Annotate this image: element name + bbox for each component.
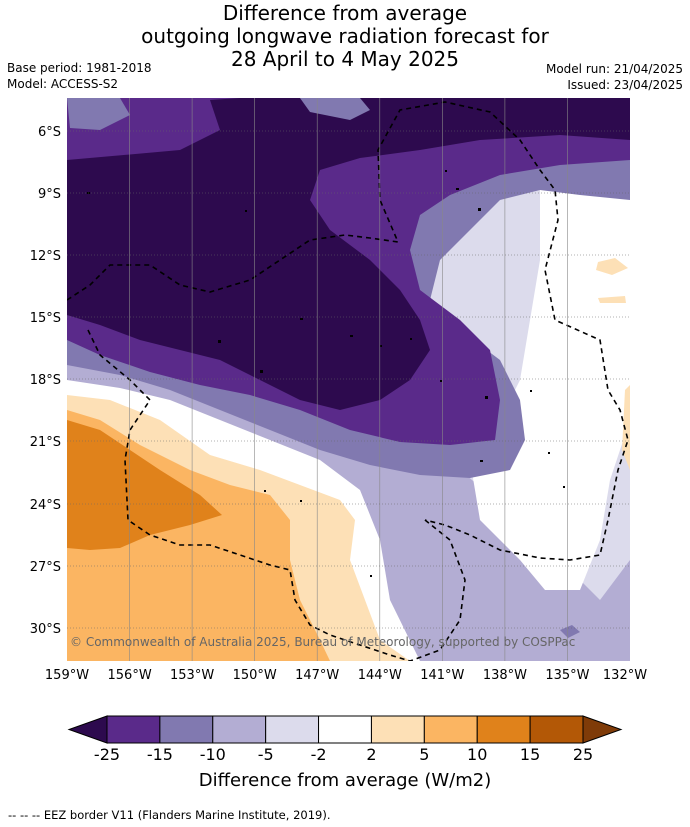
meta-left: Base period: 1981-2018 Model: ACCESS-S2 [7, 60, 152, 92]
lat-label: 30°S [30, 622, 61, 637]
colorbar-segment [423, 715, 478, 744]
colorbar-extend-low [67, 715, 108, 744]
lon-label: 150°W [233, 668, 277, 683]
lon-label: 153°W [170, 668, 214, 683]
patch-warm-2 [598, 296, 626, 303]
colorbar-segment [476, 715, 531, 744]
model-run: Model run: 21/04/2025 [545, 62, 683, 76]
gridlines [129, 98, 568, 661]
lat-gridlines [67, 130, 630, 629]
anomaly-field [67, 98, 630, 661]
colorbar-tick-label: 15 [520, 745, 540, 764]
lat-label: 6°S [38, 125, 61, 140]
title-line-2: outgoing longwave radiation forecast for [141, 24, 549, 48]
issued-date: Issued: 23/04/2025 [567, 78, 683, 92]
eez-footnote: -- -- -- EEZ border V11 (Flanders Marine… [8, 808, 331, 822]
lat-label: 24°S [30, 498, 61, 513]
patch-warm-1 [596, 258, 628, 275]
colorbar-ticks: -25 -15 -10 -5 -2 2 5 10 15 25 [94, 745, 593, 764]
lat-label: 9°S [38, 187, 61, 202]
band-neg25 [67, 98, 630, 410]
colorbar-tick-label: -2 [311, 745, 327, 764]
colorbar-label: Difference from average (W/m2) [198, 770, 492, 791]
lon-label: 156°W [108, 668, 152, 683]
lat-label: 18°S [30, 373, 61, 388]
meta-right: Model run: 21/04/2025 Issued: 23/04/2025 [546, 61, 683, 93]
colorbar-tick-label: 10 [467, 745, 487, 764]
colorbar-segment [318, 715, 372, 744]
base-period: Base period: 1981-2018 [7, 61, 152, 75]
patch-top-2 [67, 98, 130, 130]
eez-borders [67, 101, 629, 661]
colorbar-segment [370, 715, 425, 744]
lon-label: 141°W [420, 668, 464, 683]
patch-warm-3 [622, 385, 630, 470]
lon-labels: 159°W 156°W 153°W 150°W 147°W 144°W 141°… [45, 668, 647, 683]
lat-label: 21°S [30, 435, 61, 450]
lon-label: 135°W [545, 668, 589, 683]
colorbar-extend-high [582, 715, 623, 744]
lon-label: 138°W [483, 668, 527, 683]
map-title: Difference from average outgoing longwav… [0, 2, 690, 71]
model-name: Model: ACCESS-S2 [7, 77, 119, 91]
lat-label: 15°S [30, 311, 61, 326]
title-line-1: Difference from average [222, 1, 468, 25]
colorbar-tick-label: -5 [258, 745, 274, 764]
colorbar-segment [212, 715, 267, 744]
colorbar-tick-label: 2 [366, 745, 376, 764]
colorbar-tick-label: -25 [94, 745, 120, 764]
colorbar-segment [106, 715, 161, 744]
colorbar-tick-label: 25 [573, 745, 593, 764]
islands [87, 170, 565, 577]
colorbar-segment [159, 715, 214, 744]
lat-label: 12°S [30, 249, 61, 264]
copyright-text: © Commonwealth of Australia 2025, Bureau… [70, 635, 575, 649]
title-line-3: 28 April to 4 May 2025 [231, 47, 459, 71]
lon-label: 144°W [358, 668, 402, 683]
lon-label: 147°W [295, 668, 339, 683]
lat-label: 27°S [30, 560, 61, 575]
colorbar-tick-label: -15 [147, 745, 173, 764]
colorbar [67, 715, 623, 744]
colorbar-segment [529, 715, 584, 744]
band-neutral-right [470, 175, 630, 590]
lon-label: 132°W [603, 668, 647, 683]
colorbar-segment [265, 715, 320, 744]
lon-label: 159°W [45, 668, 89, 683]
lat-labels: 6°S 9°S 12°S 15°S 18°S 21°S 24°S 27°S 30… [30, 125, 61, 637]
colorbar-tick-label: 5 [419, 745, 429, 764]
band-pos10 [67, 420, 222, 550]
colorbar-tick-label: -10 [200, 745, 226, 764]
